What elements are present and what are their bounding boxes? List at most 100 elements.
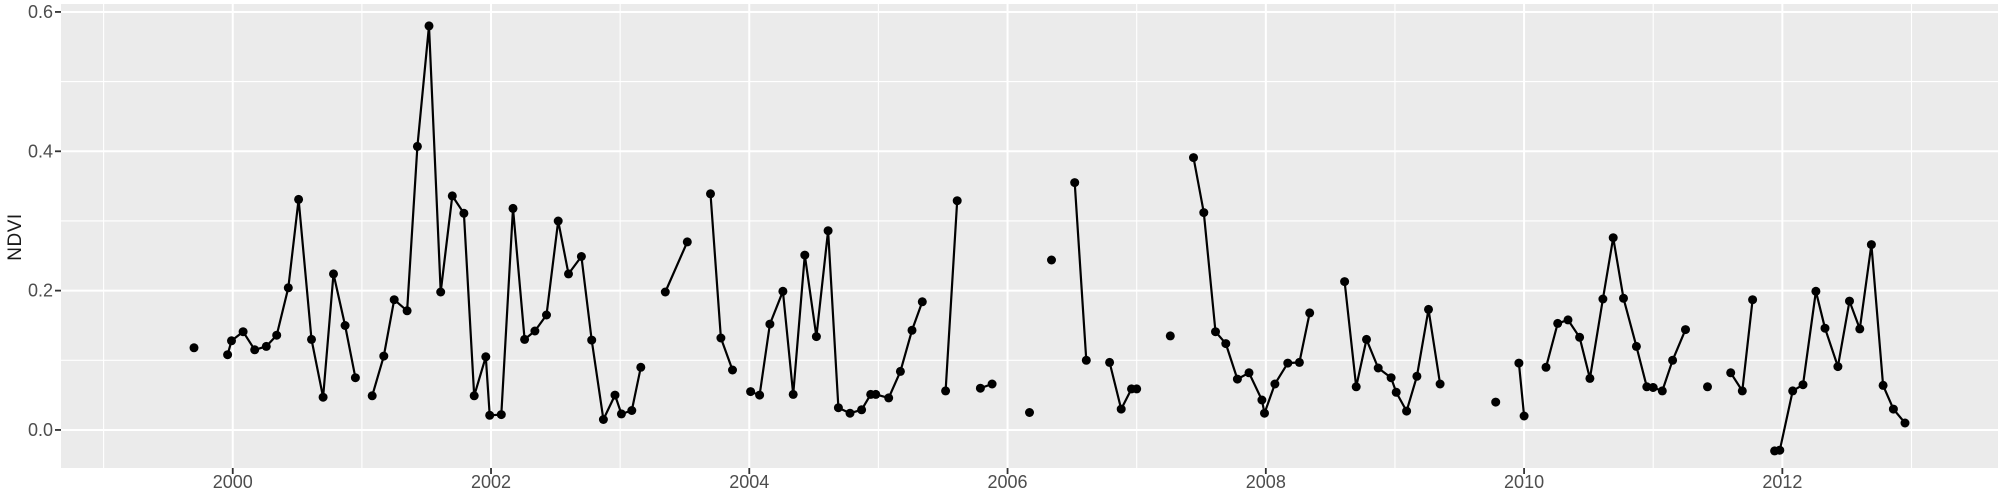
data-point [1855, 324, 1865, 334]
data-point [788, 389, 798, 399]
data-point [283, 283, 293, 293]
x-tick-label: 2010 [1504, 472, 1544, 492]
data-point [294, 194, 304, 204]
data-point [1888, 404, 1898, 414]
data-point [1211, 327, 1220, 337]
data-point [436, 287, 446, 297]
y-axis-title: NDVI [5, 213, 26, 261]
data-point [941, 386, 951, 396]
data-point [1047, 255, 1056, 265]
data-point [402, 306, 412, 316]
data-point [1681, 325, 1690, 335]
data-point [1585, 373, 1595, 383]
data-point [238, 327, 248, 337]
data-point [389, 295, 399, 305]
x-tick-label: 2000 [213, 472, 253, 492]
data-point [485, 410, 495, 420]
data-point [755, 390, 765, 400]
data-point [1294, 357, 1304, 367]
data-point [508, 203, 518, 213]
data-point [1514, 358, 1524, 368]
data-point [610, 390, 620, 400]
data-point [833, 403, 843, 413]
data-point [481, 352, 491, 362]
chart-panel [61, 4, 1998, 468]
series-line-segment [371, 24, 642, 421]
data-point [1386, 373, 1396, 383]
data-point [616, 409, 626, 419]
data-point [250, 345, 260, 355]
data-point [272, 330, 282, 340]
data-point [800, 250, 810, 260]
data-point [823, 226, 833, 236]
data-point [871, 389, 881, 399]
data-point [1619, 293, 1628, 303]
data-point [1232, 374, 1242, 384]
data-point [895, 366, 905, 376]
data-point [412, 141, 422, 151]
data-point [576, 252, 586, 261]
x-tick-label: 2012 [1762, 472, 1802, 492]
x-tick-label: 2004 [729, 472, 769, 492]
data-point [1775, 445, 1785, 455]
series-line-segment [1343, 280, 1442, 413]
series-line-segment [664, 240, 689, 294]
data-point [1424, 304, 1433, 314]
data-point [975, 383, 985, 393]
data-point [447, 191, 457, 201]
data-point [1340, 277, 1350, 287]
data-point [1199, 208, 1209, 218]
data-point [1657, 386, 1667, 396]
data-point [1608, 233, 1618, 243]
data-point [1189, 153, 1198, 163]
data-point [778, 286, 788, 296]
data-point [1553, 318, 1563, 328]
x-tick-label: 2002 [471, 472, 511, 492]
data-point [367, 391, 377, 401]
data-point [587, 335, 597, 345]
data-point [1362, 334, 1371, 344]
data-point [329, 269, 338, 279]
data-point [1668, 355, 1678, 365]
data-point [469, 391, 479, 401]
data-point [496, 410, 506, 420]
data-point [307, 334, 316, 344]
data-point [1811, 286, 1821, 296]
data-point [1878, 380, 1888, 390]
data-point [1435, 379, 1445, 389]
data-point [223, 350, 233, 360]
data-point [530, 326, 540, 336]
data-point [728, 365, 737, 375]
data-point [1703, 382, 1712, 392]
data-point [553, 216, 563, 226]
data-point [459, 208, 469, 218]
data-point [706, 189, 715, 199]
data-point [952, 196, 962, 206]
data-point [627, 406, 637, 415]
data-point [1833, 362, 1843, 372]
data-point [660, 287, 670, 297]
data-point [1726, 368, 1736, 378]
data-point [1025, 408, 1034, 417]
data-point [811, 332, 821, 342]
data-point [1105, 357, 1115, 367]
data-point [1563, 315, 1573, 325]
series-line-segment [944, 199, 959, 392]
data-point [227, 336, 236, 346]
data-point [716, 333, 726, 343]
data-point [261, 341, 271, 351]
data-point [1900, 418, 1910, 428]
data-point [1845, 296, 1854, 306]
data-point [682, 237, 692, 247]
y-tick-label: 0.6 [28, 2, 53, 22]
data-point [917, 297, 927, 307]
data-point [542, 310, 551, 320]
y-tick-label: 0.4 [28, 141, 53, 161]
data-point [318, 392, 328, 402]
data-point [746, 387, 756, 397]
y-tick-label: 0.0 [28, 420, 53, 440]
data-point [424, 21, 434, 31]
data-point [1116, 404, 1126, 414]
data-point [1221, 339, 1231, 349]
